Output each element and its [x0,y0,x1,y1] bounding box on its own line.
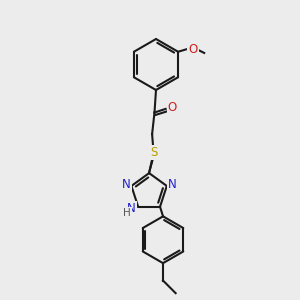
Text: H: H [123,208,130,218]
Text: O: O [188,43,198,56]
Text: O: O [168,101,177,114]
Text: N: N [122,178,130,191]
Text: N: N [168,178,177,191]
Text: N: N [127,202,136,215]
Text: S: S [150,146,157,159]
